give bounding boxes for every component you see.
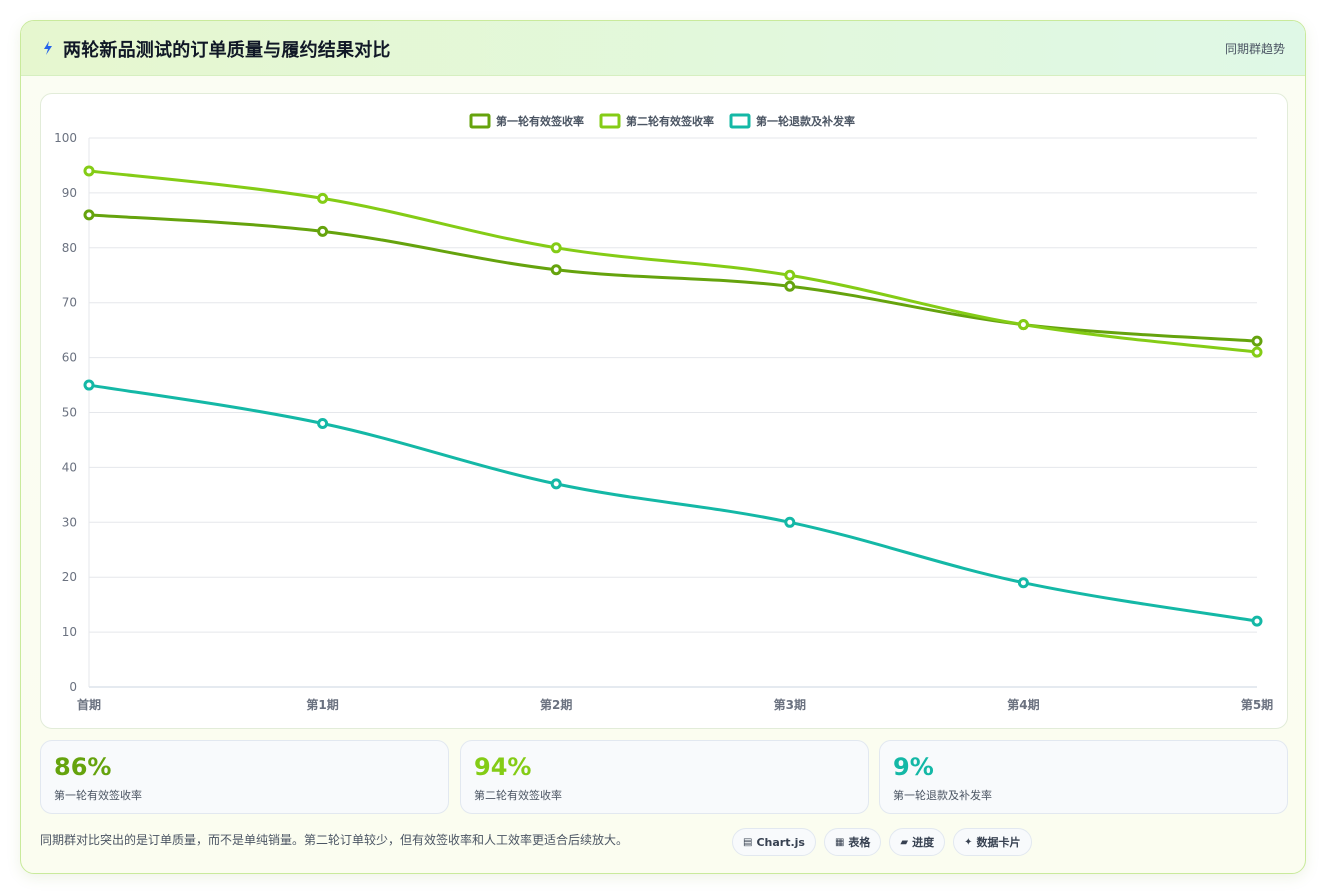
chart-svg: 0 10 20 30 40 50 60 70 80 90 100 首期 第1期 第2期 第3期 第4期 第5期 第…	[54, 113, 1273, 712]
chart-card: 两轮新品测试的订单质量与履约结果对比 同期群趋势 0 10 20 30 40 50 60 70…	[20, 20, 1306, 874]
x-tick-label: 第4期	[1007, 697, 1039, 712]
y-tick-label: 30	[62, 515, 77, 529]
stat-card-1: 86% 第一轮有效签收率	[40, 740, 449, 814]
pill-label: 表格	[848, 836, 871, 849]
data-point-s1-5	[1251, 335, 1263, 347]
data-point-s1-0	[83, 209, 95, 221]
data-point-s3-1	[317, 417, 329, 429]
chart-icon: ▤	[743, 836, 753, 848]
data-point-s2-3	[784, 269, 796, 281]
data-point-s3-4	[1017, 577, 1029, 589]
y-tick-label: 40	[62, 460, 77, 474]
y-tick-label: 0	[69, 680, 77, 694]
y-tick-label: 50	[62, 406, 77, 420]
legend-label-1: 第一轮有效签收率	[496, 114, 584, 128]
stat-label: 第二轮有效签收率	[474, 789, 562, 802]
line-chart: 0 10 20 30 40 50 60 70 80 90 100 首期 第1期 第2期 第3期 第4期 第5期 第…	[40, 93, 1288, 729]
pill-data-cards[interactable]: ✦ 数据卡片	[953, 828, 1032, 856]
data-point-s3-3	[784, 516, 796, 528]
tech-pills: ▤ Chart.js ▦ 表格 ▰ 进度 ✦ 数据卡片	[732, 828, 1032, 856]
legend-swatch-3	[729, 113, 751, 129]
y-tick-label: 90	[62, 186, 77, 200]
series-line-2	[87, 169, 1259, 354]
y-tick-label: 100	[54, 131, 77, 145]
pill-progress[interactable]: ▰ 进度	[889, 828, 946, 856]
data-point-s1-1	[317, 225, 329, 237]
pill-table[interactable]: ▦ 表格	[823, 828, 882, 856]
data-point-s1-3	[784, 280, 796, 292]
y-tick-label: 60	[62, 351, 77, 365]
legend-swatch-2	[599, 113, 621, 129]
y-tick-label: 20	[62, 570, 77, 584]
y-tick-label: 10	[62, 625, 77, 639]
stat-value: 9%	[893, 753, 934, 781]
footnote: 同期群对比突出的是订单质量，而不是单纯销量。第二轮订单较少，但有效签收率和人工效…	[40, 833, 629, 847]
y-tick-label: 70	[62, 296, 77, 310]
series-line-3	[87, 383, 1259, 623]
table-icon: ▦	[834, 836, 845, 848]
stat-label: 第一轮有效签收率	[54, 789, 142, 802]
data-point-s3-2	[550, 478, 562, 490]
lightning-icon	[44, 41, 52, 55]
pill-label: 数据卡片	[976, 836, 1021, 849]
x-tick-label: 第2期	[540, 697, 572, 712]
header-tag: 同期群趋势	[1224, 42, 1285, 56]
stat-card-2: 94% 第二轮有效签收率	[460, 740, 869, 814]
x-tick-label: 首期	[77, 697, 101, 712]
sparkle-icon: ✦	[964, 836, 973, 848]
data-point-s2-4	[1017, 319, 1029, 331]
stat-label: 第一轮退款及补发率	[893, 789, 992, 802]
x-tick-label: 第1期	[306, 697, 338, 712]
stat-card-3: 9% 第一轮退款及补发率	[879, 740, 1288, 814]
data-point-s2-5	[1251, 346, 1263, 358]
data-point-s2-1	[317, 192, 329, 204]
data-point-s2-2	[550, 242, 562, 254]
card-header: 两轮新品测试的订单质量与履约结果对比 同期群趋势	[21, 21, 1305, 76]
data-point-s3-5	[1251, 615, 1263, 627]
progress-icon: ▰	[900, 836, 909, 848]
pill-label: Chart.js	[756, 835, 805, 849]
legend-label-3: 第一轮退款及补发率	[756, 114, 855, 128]
legend-swatch-1	[469, 113, 491, 129]
stat-value: 86%	[54, 753, 112, 781]
stat-value: 94%	[474, 753, 532, 781]
legend-label-2: 第二轮有效签收率	[626, 114, 714, 128]
data-point-s2-0	[83, 165, 95, 177]
pill-label: 进度	[912, 836, 935, 849]
pill-chartjs[interactable]: ▤ Chart.js	[732, 828, 816, 856]
data-point-s1-2	[550, 264, 562, 276]
x-tick-label: 第5期	[1241, 697, 1273, 712]
x-tick-label: 第3期	[774, 697, 806, 712]
page-title: 两轮新品测试的订单质量与履约结果对比	[63, 40, 391, 61]
series-line-1	[87, 213, 1259, 343]
y-tick-label: 80	[62, 241, 77, 255]
data-point-s3-0	[83, 379, 95, 391]
